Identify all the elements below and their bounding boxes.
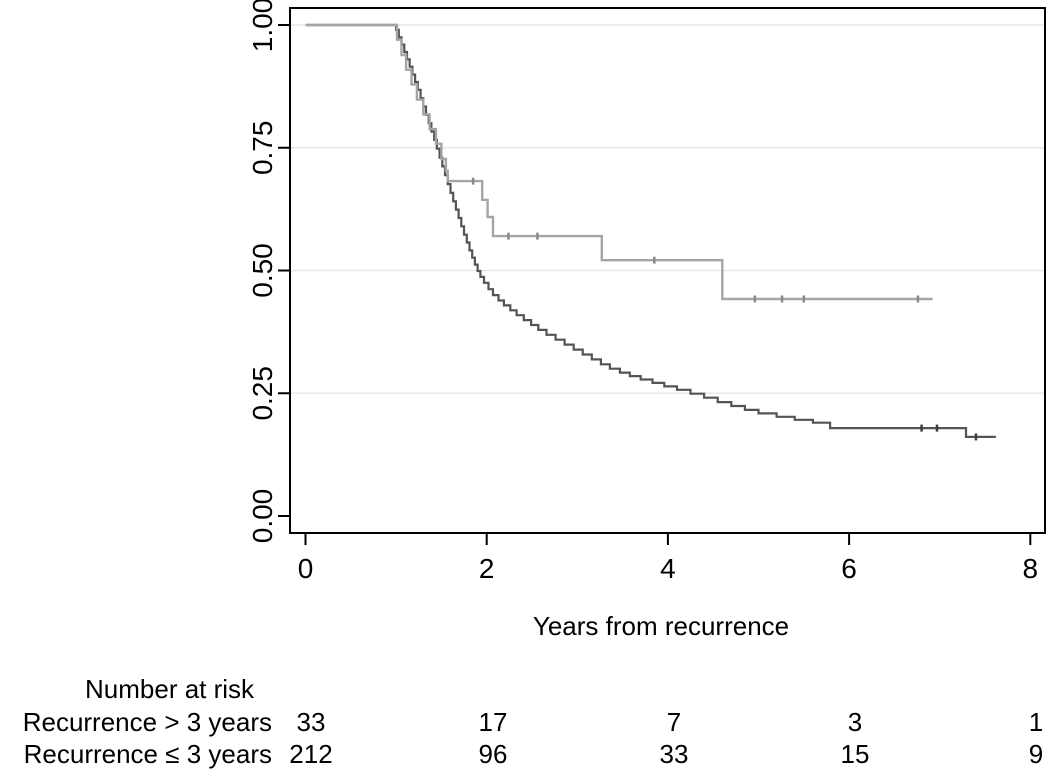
risk-table-title: Number at risk — [85, 674, 255, 704]
y-axis-tick-label: 0.50 — [247, 243, 278, 298]
x-axis-tick-label: 4 — [660, 553, 676, 584]
x-axis-title: Years from recurrence — [533, 611, 789, 641]
risk-count: 17 — [479, 707, 508, 737]
survival-curve — [305, 23, 996, 438]
y-axis-tick-label: 0.00 — [247, 489, 278, 544]
risk-count: 33 — [297, 707, 326, 737]
risk-count: 96 — [479, 739, 508, 769]
axis-ticks — [278, 24, 1032, 545]
y-axis-tick-label: 0.75 — [247, 121, 278, 176]
risk-count: 33 — [660, 739, 689, 769]
risk-count: 9 — [1029, 739, 1043, 769]
risk-count: 3 — [848, 707, 862, 737]
risk-row-label: Recurrence ≤ 3 years — [24, 739, 272, 769]
x-axis-tick-label: 2 — [479, 553, 495, 584]
risk-count: 7 — [667, 707, 681, 737]
gridlines — [291, 24, 1044, 395]
y-axis-tick-label: 0.25 — [247, 366, 278, 421]
x-axis-tick-label: 6 — [841, 553, 857, 584]
risk-row-label: Recurrence > 3 years — [23, 707, 272, 737]
risk-count: 15 — [841, 739, 870, 769]
risk-count: 1 — [1029, 707, 1043, 737]
plot-frame — [289, 7, 1046, 534]
risk-count: 212 — [289, 739, 332, 769]
x-axis-tick-label: 8 — [1023, 553, 1039, 584]
survival-curves — [305, 23, 996, 441]
x-axis-tick-label: 0 — [298, 553, 314, 584]
survival-curve — [305, 23, 933, 301]
y-axis-tick-label: 1.00 — [247, 0, 278, 52]
